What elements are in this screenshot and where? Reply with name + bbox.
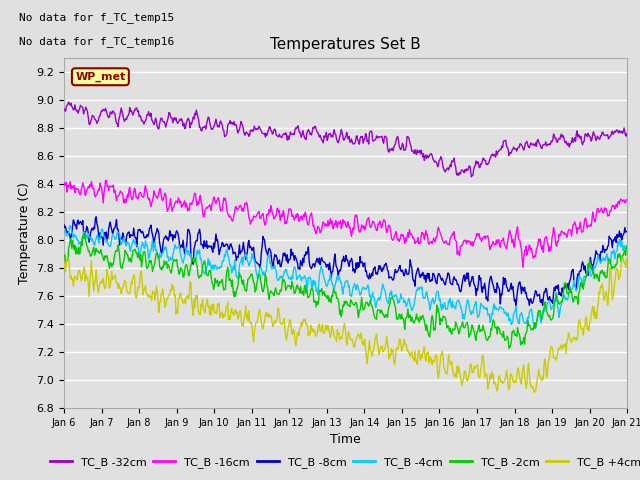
X-axis label: Time: Time [330,433,361,446]
Y-axis label: Temperature (C): Temperature (C) [18,182,31,284]
Title: Temperatures Set B: Temperatures Set B [270,37,421,52]
Legend: TC_B -32cm, TC_B -16cm, TC_B -8cm, TC_B -4cm, TC_B -2cm, TC_B +4cm: TC_B -32cm, TC_B -16cm, TC_B -8cm, TC_B … [45,453,640,472]
Text: No data for f_TC_temp15: No data for f_TC_temp15 [19,12,174,23]
Text: WP_met: WP_met [76,72,125,82]
Text: No data for f_TC_temp16: No data for f_TC_temp16 [19,36,174,48]
